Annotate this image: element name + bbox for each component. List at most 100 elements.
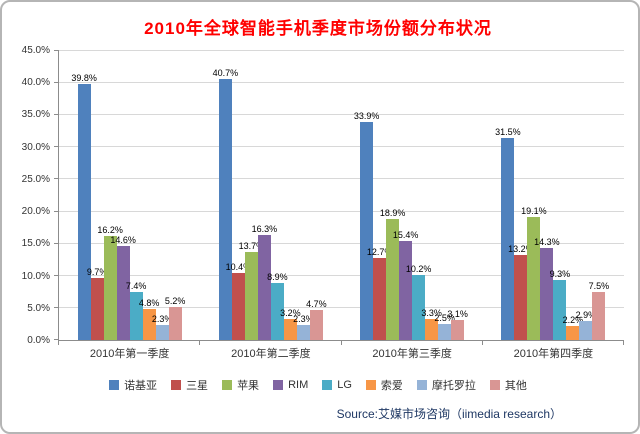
bar-value-label: 10.4% bbox=[225, 262, 252, 273]
bar-其他: 5.2% bbox=[165, 296, 185, 340]
chart-title: 2010年全球智能手机季度市场份额分布状况 bbox=[144, 19, 492, 38]
y-axis-tick-label: 30.0% bbox=[21, 141, 50, 153]
bar-苹果: 19.1% bbox=[521, 206, 547, 340]
bar-value-label: 9.3% bbox=[549, 269, 571, 280]
bar-索爱: 2.2% bbox=[563, 315, 583, 340]
bar-苹果: 18.9% bbox=[380, 208, 405, 340]
legend-item: 其他 bbox=[489, 377, 527, 393]
bar-诺基亚: 31.5% bbox=[495, 127, 521, 340]
x-axis-tickmark bbox=[481, 340, 483, 345]
legend-swatch bbox=[109, 380, 120, 390]
x-axis-category-label: 2010年第一季度 bbox=[89, 348, 170, 360]
gridline bbox=[59, 50, 624, 51]
bar-value-label: 2.5% bbox=[434, 312, 455, 323]
bar-RIM: 15.4% bbox=[393, 230, 418, 340]
legend-swatch bbox=[365, 380, 376, 390]
gridline bbox=[59, 274, 624, 276]
bar-value-label: 16.3% bbox=[251, 224, 278, 235]
bar-value-label: 7.4% bbox=[125, 281, 147, 292]
y-axis-tick-label: 45.0% bbox=[21, 45, 50, 56]
y-axis-tick-label: 40.0% bbox=[21, 77, 50, 89]
legend-label: 诺基亚 bbox=[124, 380, 158, 392]
bar-RIM: 14.6% bbox=[110, 235, 136, 340]
legend-swatch bbox=[171, 380, 182, 390]
bar-诺基亚: 33.9% bbox=[354, 111, 379, 340]
bar-其他: 3.1% bbox=[447, 309, 468, 340]
bar-value-label: 4.7% bbox=[306, 298, 327, 309]
x-axis-category-label: 2010年第四季度 bbox=[513, 348, 594, 360]
bar-索爱: 3.2% bbox=[280, 308, 301, 340]
legend-label: LG bbox=[337, 379, 352, 391]
y-axis-tick-label: 15.0% bbox=[21, 238, 50, 250]
y-axis-tickmark bbox=[54, 82, 59, 84]
legend-swatch bbox=[222, 380, 233, 390]
bar-value-label: 2.3% bbox=[151, 314, 173, 325]
bar-groups: 39.8% 9.7% 16.2% 14.6% 7.4% 4.8% 2.3% 5.2% 40.7%… bbox=[59, 51, 624, 340]
bar-LG: 7.4% bbox=[126, 281, 146, 340]
bar-group-2010年第四季度: 31.5% 13.2% 19.1% 14.3% 9.3% 2.2% 2.9% 7.5% bbox=[483, 51, 624, 340]
bar-索爱: 4.8% bbox=[139, 298, 159, 340]
gridline bbox=[59, 210, 624, 212]
legend-item: RIM bbox=[273, 379, 308, 391]
x-axis-tickmark bbox=[340, 340, 342, 345]
bar-value-label: 18.9% bbox=[379, 207, 406, 218]
bar-value-label: 5.2% bbox=[164, 295, 186, 306]
bar-value-label: 13.7% bbox=[238, 241, 265, 252]
bar-摩托罗拉: 2.9% bbox=[576, 310, 596, 340]
x-axis-tickmark bbox=[199, 340, 201, 345]
bar-group-2010年第三季度: 33.9% 12.7% 18.9% 15.4% 10.2% 3.3% 2.5% 3.1% bbox=[342, 51, 483, 340]
y-axis-tick-label: 25.0% bbox=[21, 173, 50, 185]
bar-value-label: 8.9% bbox=[267, 271, 288, 282]
bar-value-label: 12.7% bbox=[366, 247, 393, 258]
y-axis-tickmark bbox=[54, 178, 59, 180]
y-axis-tickmark bbox=[54, 274, 59, 276]
x-axis-spacer bbox=[12, 345, 59, 361]
y-axis-tickmark bbox=[54, 339, 59, 340]
y-axis-tick-label: 35.0% bbox=[21, 109, 50, 121]
bar-苹果: 13.7% bbox=[239, 241, 264, 340]
y-axis: 0.0% 5.0% 10.0% 15.0% 20.0% 25.0% 30.0% 35.0% 40… bbox=[12, 45, 58, 346]
legend-item: 诺基亚 bbox=[109, 377, 157, 393]
bar-value-label: 7.5% bbox=[588, 280, 610, 291]
gridline bbox=[59, 146, 624, 148]
legend-label: 三星 bbox=[186, 380, 209, 392]
bar-索爱: 3.3% bbox=[421, 308, 442, 340]
bar-value-label: 9.7% bbox=[86, 266, 108, 277]
legend-swatch bbox=[322, 380, 333, 390]
bar-三星: 10.4% bbox=[226, 262, 251, 340]
y-axis-tick-label: 10.0% bbox=[21, 270, 50, 282]
legend-label: 苹果 bbox=[237, 380, 260, 392]
bar-value-label: 10.2% bbox=[405, 263, 432, 274]
x-axis: 2010年第一季度 2010年第二季度 2010年第三季度 2010年第四季度 bbox=[59, 345, 624, 361]
bar-三星: 13.2% bbox=[508, 244, 534, 340]
y-axis-tickmark bbox=[54, 242, 59, 244]
bar-value-label: 31.5% bbox=[495, 126, 521, 137]
bar-value-label: 33.9% bbox=[353, 111, 380, 122]
bar-LG: 9.3% bbox=[550, 269, 570, 340]
x-axis-category-label: 2010年第二季度 bbox=[231, 348, 311, 360]
chart-area: 0.0% 5.0% 10.0% 15.0% 20.0% 25.0% 30.0% 35.0% 40… bbox=[12, 45, 624, 346]
bar-摩托罗拉: 2.3% bbox=[152, 314, 172, 340]
legend-label: 索爱 bbox=[380, 380, 403, 392]
bar-苹果: 16.2% bbox=[97, 225, 123, 340]
legend-item: 摩托罗拉 bbox=[416, 377, 476, 393]
x-axis-tickmark bbox=[58, 340, 59, 345]
bar-value-label: 15.4% bbox=[392, 230, 419, 241]
legend-item: LG bbox=[322, 379, 352, 391]
plot-area: 39.8% 9.7% 16.2% 14.6% 7.4% 4.8% 2.3% 5.2% 40.7%… bbox=[54, 50, 624, 345]
gridline bbox=[59, 114, 624, 116]
bar-其他: 7.5% bbox=[589, 281, 609, 340]
bar-LG: 10.2% bbox=[406, 264, 431, 340]
x-axis-tickmark bbox=[623, 340, 624, 345]
gridline bbox=[59, 82, 624, 84]
y-axis-tick-label: 20.0% bbox=[21, 206, 50, 218]
bar-三星: 9.7% bbox=[87, 267, 107, 340]
gridline bbox=[59, 178, 624, 180]
bar-value-label: 2.3% bbox=[293, 314, 314, 325]
y-axis-tick-label: 0.0% bbox=[27, 335, 50, 346]
y-axis-tick-label: 5.0% bbox=[27, 302, 50, 314]
legend-label: 其他 bbox=[504, 380, 527, 392]
bar-诺基亚: 40.7% bbox=[213, 68, 238, 340]
bar-LG: 8.9% bbox=[267, 272, 288, 340]
bar-RIM: 16.3% bbox=[252, 224, 277, 340]
